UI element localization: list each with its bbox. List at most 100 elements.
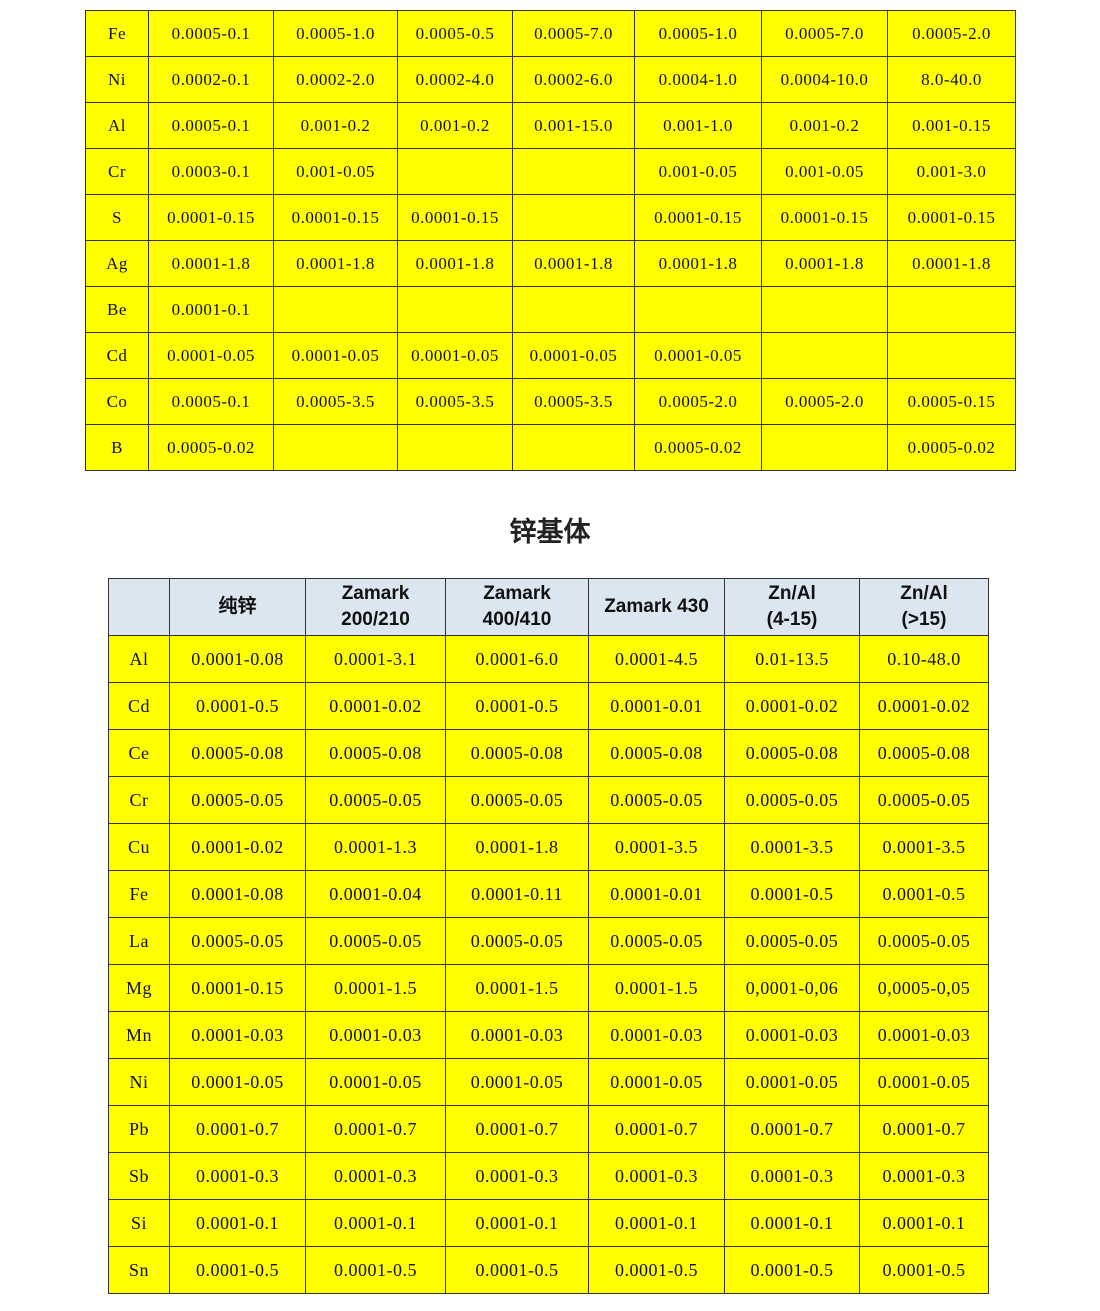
range-cell: 0.0001-0.02 [859,682,989,730]
range-cell [397,148,513,195]
range-cell [512,424,635,471]
range-cell: 0.0001-0.7 [588,1105,725,1153]
element-cell: S [85,194,149,241]
range-cell [512,194,635,241]
range-cell: 0.0004-1.0 [634,56,762,103]
range-cell: 0.0001-0.05 [724,1058,860,1106]
range-cell [273,424,398,471]
range-cell: 0.0001-0.08 [169,870,306,918]
range-cell: 0.001-0.2 [761,102,888,149]
range-cell: 0.0001-0.05 [273,332,398,379]
table-row: Cr 0.0005-0.05 0.0005-0.05 0.0005-0.05 0.000… [108,776,989,824]
range-cell: 0.0001-0.5 [724,870,860,918]
range-cell: 0.0001-1.5 [588,964,725,1012]
element-cell: Sb [108,1152,170,1200]
table-row: Mn 0.0001-0.03 0.0001-0.03 0.0001-0.03 0.000… [108,1011,989,1059]
range-cell: 0,0005-0,05 [859,964,989,1012]
element-cell: Pb [108,1105,170,1153]
range-cell: 0.0001-0.1 [305,1199,446,1247]
range-cell: 0.001-0.15 [887,102,1016,149]
range-cell: 8.0-40.0 [887,56,1016,103]
range-cell: 0.0001-0.15 [634,194,762,241]
range-cell [761,332,888,379]
range-cell: 0.0001-0.7 [859,1105,989,1153]
range-cell: 0.0005-0.05 [859,776,989,824]
range-cell: 0.0001-0.5 [169,1246,306,1294]
range-cell: 0.0001-0.7 [169,1105,306,1153]
range-cell: 0.0001-0.5 [169,682,306,730]
table-row: Al 0.0005-0.1 0.001-0.2 0.001-0.2 0.001-15.0… [85,102,1016,149]
range-cell: 0.0001-1.8 [761,240,888,287]
range-cell: 0.0005-0.05 [169,776,306,824]
range-cell: 0.001-0.05 [634,148,762,195]
range-cell: 0.0001-0.05 [148,332,274,379]
range-cell: 0.0005-3.5 [273,378,398,425]
range-cell: 0.0001-0.08 [169,635,306,683]
range-cell: 0.0001-1.8 [148,240,274,287]
range-cell [887,332,1016,379]
range-cell: 0.0005-0.08 [169,729,306,777]
table-row: Ni 0.0002-0.1 0.0002-2.0 0.0002-4.0 0.0002-6… [85,56,1016,103]
range-cell: 0.0001-0.01 [588,870,725,918]
range-cell: 0.0001-0.15 [397,194,513,241]
element-cell: Cr [108,776,170,824]
range-cell: 0.0005-0.05 [445,776,589,824]
table-row: Ni 0.0001-0.05 0.0001-0.05 0.0001-0.05 0.000… [108,1058,989,1106]
range-cell: 0.0001-3.5 [588,823,725,871]
table-row: Si 0.0001-0.1 0.0001-0.1 0.0001-0.1 0.0001-0… [108,1199,989,1247]
range-cell: 0.0001-4.5 [588,635,725,683]
range-cell: 0.0001-1.8 [397,240,513,287]
range-cell: 0.0001-0.15 [887,194,1016,241]
range-cell: 0.001-0.2 [397,102,513,149]
element-cell: Cd [85,332,149,379]
element-cell: Co [85,378,149,425]
range-cell: 0.0001-0.7 [724,1105,860,1153]
element-cell: La [108,917,170,965]
table-row: Pb 0.0001-0.7 0.0001-0.7 0.0001-0.7 0.0001-0… [108,1105,989,1153]
range-cell: 0.0001-6.0 [445,635,589,683]
range-cell: 0.0001-0.3 [724,1152,860,1200]
range-cell: 0.001-3.0 [887,148,1016,195]
range-cell: 0.0001-0.03 [305,1011,446,1059]
range-cell: 0.001-0.05 [273,148,398,195]
range-cell: 0.0005-0.05 [445,917,589,965]
range-cell: 0.0005-0.02 [887,424,1016,471]
range-cell: 0.0001-0.5 [445,1246,589,1294]
range-cell: 0.0001-0.05 [397,332,513,379]
range-cell: 0.0002-6.0 [512,56,635,103]
element-cell: Fe [85,10,149,57]
element-cell: B [85,424,149,471]
element-cell: Mg [108,964,170,1012]
range-cell: 0.0001-0.15 [148,194,274,241]
table-row: Ag 0.0001-1.8 0.0001-1.8 0.0001-1.8 0.0001-1… [85,240,1016,287]
range-cell: 0.0005-2.0 [634,378,762,425]
range-cell: 0.0001-0.5 [859,1246,989,1294]
range-cell: 0.0001-0.05 [445,1058,589,1106]
column-header: 纯锌 [169,578,306,636]
table-row: Sn 0.0001-0.5 0.0001-0.5 0.0001-0.5 0.0001-0… [108,1246,989,1294]
column-header: Zn/Al (>15) [859,578,989,636]
range-cell: 0.0005-0.05 [305,776,446,824]
range-cell: 0.0001-0.04 [305,870,446,918]
range-cell: 0.0001-0.05 [169,1058,306,1106]
range-cell: 0.0001-0.3 [588,1152,725,1200]
column-header: Zn/Al (4-15) [724,578,860,636]
element-cell: Ce [108,729,170,777]
range-cell: 0.0001-0.1 [169,1199,306,1247]
table-row: Ce 0.0005-0.08 0.0005-0.08 0.0005-0.08 0.000… [108,729,989,777]
column-header [108,578,170,636]
element-cell: Mn [108,1011,170,1059]
range-cell: 0.0005-7.0 [761,10,888,57]
range-cell: 0.0001-0.01 [588,682,725,730]
range-cell: 0.0005-0.08 [445,729,589,777]
range-cell: 0.0005-0.15 [887,378,1016,425]
header-row: 纯锌 Zamark 200/210 Zamark 400/410 Zamark 430… [108,578,989,636]
range-cell: 0.0005-0.05 [724,776,860,824]
range-cell: 0.0001-0.1 [859,1199,989,1247]
table-row: Sb 0.0001-0.3 0.0001-0.3 0.0001-0.3 0.0001-0… [108,1152,989,1200]
range-cell [397,286,513,333]
element-cell: Al [85,102,149,149]
table-row: Mg 0.0001-0.15 0.0001-1.5 0.0001-1.5 0.0001-… [108,964,989,1012]
range-cell: 0.0002-0.1 [148,56,274,103]
range-cell [887,286,1016,333]
